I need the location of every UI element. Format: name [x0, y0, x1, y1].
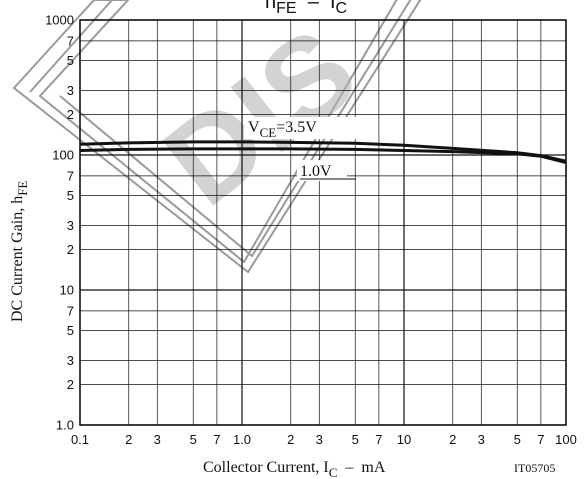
svg-text:1.0V: 1.0V	[300, 163, 332, 180]
x-tick-label: 2	[287, 432, 294, 447]
y-tick-label: 2	[67, 107, 74, 122]
x-tick-label: 7	[537, 432, 544, 447]
x-tick-label: 3	[154, 432, 161, 447]
y-tick-label: 5	[67, 53, 74, 68]
x-tick-label: 1.0	[233, 432, 251, 447]
y-tick-label: 7	[67, 303, 74, 318]
y-tick-label: 5	[67, 188, 74, 203]
x-axis-title: Collector Current, IC – mA	[203, 459, 386, 479]
y-tick-label: 100	[52, 148, 74, 163]
y-tick-label: 2	[67, 242, 74, 257]
x-tick-label: 10	[397, 432, 411, 447]
x-tick-label: 5	[352, 432, 359, 447]
x-tick-label: 5	[514, 432, 521, 447]
series-label-vce35: VCE=3.5V	[244, 117, 358, 140]
y-tick-labels: 1.0 2 3 5 7 10 2 3 5 7 100 2 3 5 7 1000	[45, 13, 74, 433]
y-tick-label: 7	[67, 33, 74, 48]
plot-frame	[79, 19, 567, 426]
curves	[79, 140, 567, 164]
x-tick-label: 2	[449, 432, 456, 447]
y-tick-label: 3	[67, 353, 74, 368]
y-tick-label: 3	[67, 218, 74, 233]
x-tick-label: 3	[316, 432, 323, 447]
x-tick-label: 0.1	[71, 432, 89, 447]
x-tick-label: 3	[478, 432, 485, 447]
x-tick-label: 5	[190, 432, 197, 447]
y-tick-label: 7	[67, 168, 74, 183]
y-tick-label: 2	[67, 377, 74, 392]
y-tick-label: 3	[67, 83, 74, 98]
x-tick-labels: 0.1 2 3 5 7 1.0 2 3 5 7 10 2 3 5 7 100	[71, 432, 577, 447]
x-tick-label: 7	[213, 432, 220, 447]
series-line-1	[79, 147, 567, 164]
x-tick-label: 7	[375, 432, 382, 447]
x-tick-label: 100	[555, 432, 577, 447]
y-tick-label: 5	[67, 323, 74, 338]
series-label-1v: 1.0V	[297, 160, 356, 181]
y-tick-label: 10	[60, 283, 74, 298]
watermark-text: DIS	[140, 2, 380, 231]
y-tick-label: 1000	[45, 13, 74, 28]
svg-text:VCE=3.5V: VCE=3.5V	[248, 119, 317, 140]
x-tick-label: 2	[125, 432, 132, 447]
y-tick-label: 1.0	[56, 418, 74, 433]
y-axis-title: DC Current Gain, hFE	[9, 181, 30, 322]
chart-title: hFE – IC	[265, 0, 347, 17]
figure-code: IT05705	[514, 461, 555, 475]
